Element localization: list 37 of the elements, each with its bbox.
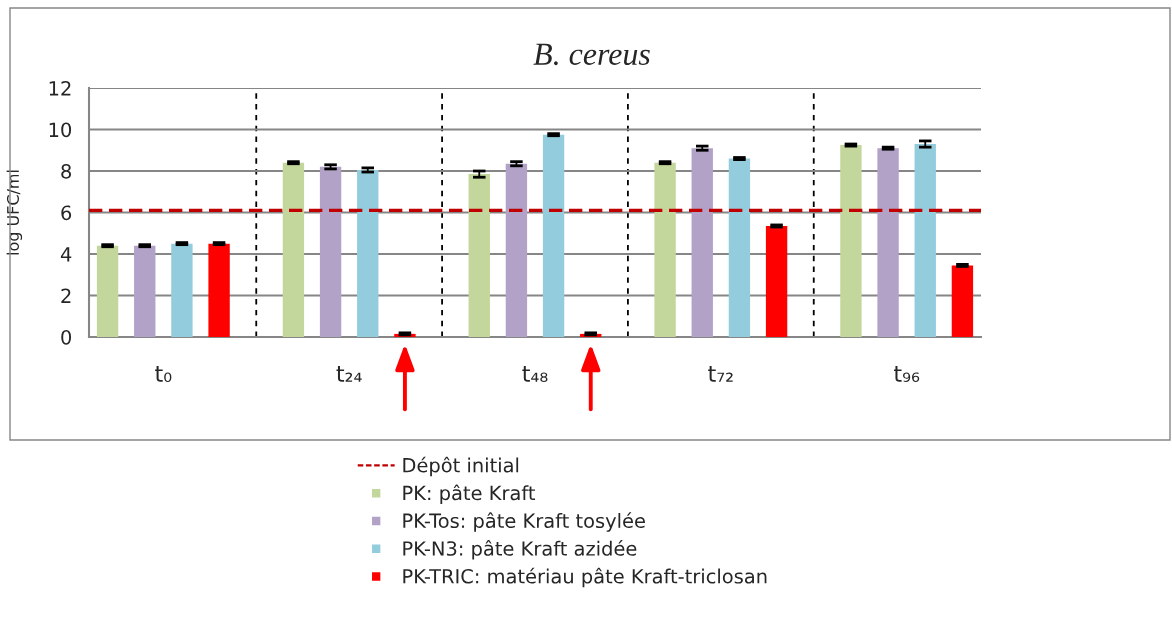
bar	[877, 148, 899, 337]
legend-label: PK-TRIC: matériau pâte Kraft-triclosan	[403, 567, 767, 588]
y-tick-label: 8	[61, 163, 71, 179]
bar	[96, 245, 119, 337]
y-tick-label: 4	[60, 247, 72, 262]
bar	[319, 166, 342, 337]
bar	[951, 265, 974, 337]
legend-label: PK-Tos: pâte Kraft tosylée	[403, 512, 645, 532]
bar	[654, 162, 676, 337]
bar	[505, 163, 528, 337]
bar	[468, 174, 490, 337]
bar	[134, 245, 156, 337]
y-axis-title: log UFC/ml	[6, 170, 23, 255]
legend-label: PK-N3: pâte Kraft azidée	[403, 540, 637, 560]
y-tick-label: 10	[49, 122, 72, 138]
y-tick-label: 6	[61, 205, 72, 221]
bar	[171, 243, 193, 337]
bar	[728, 158, 751, 337]
y-tick-label: 0	[61, 329, 72, 345]
bar	[840, 145, 862, 337]
legend-label: Dépôt initial	[403, 456, 519, 477]
y-tick-label: 2	[61, 288, 71, 303]
bar	[357, 169, 379, 337]
x-tick-label: t₂₄	[336, 366, 362, 382]
bar	[208, 243, 230, 337]
legend-label: PK: pâte Kraft	[403, 484, 536, 505]
bar	[765, 225, 788, 337]
chart-title: B. cereus	[533, 43, 650, 66]
y-tick-label: 12	[49, 80, 71, 96]
bar	[914, 144, 936, 337]
x-tick-label: t₉₆	[894, 366, 920, 382]
bar	[691, 148, 713, 337]
x-tick-label: t₇₂	[708, 366, 733, 382]
bar	[282, 162, 305, 337]
x-tick-label: t₀	[155, 366, 172, 382]
x-tick-label: t₄₈	[522, 366, 548, 382]
bar	[542, 134, 565, 337]
